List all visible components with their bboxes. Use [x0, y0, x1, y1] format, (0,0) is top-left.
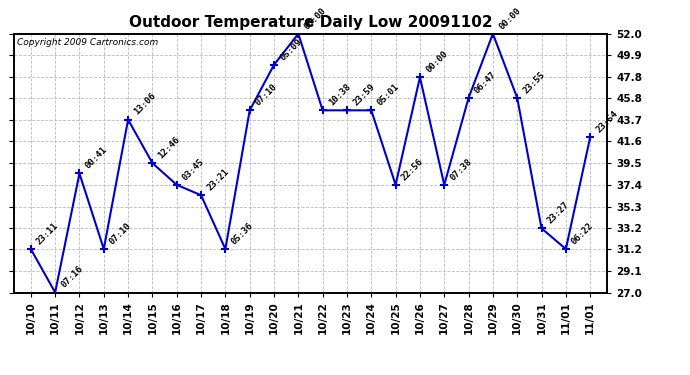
Text: 23:55: 23:55	[522, 70, 546, 95]
Text: 23:54: 23:54	[594, 109, 620, 135]
Text: 03:45: 03:45	[181, 157, 206, 182]
Text: 06:47: 06:47	[473, 70, 498, 95]
Text: 12:46: 12:46	[157, 135, 182, 160]
Text: 10:38: 10:38	[327, 82, 352, 108]
Text: 07:10: 07:10	[254, 82, 279, 108]
Title: Outdoor Temperature Daily Low 20091102: Outdoor Temperature Daily Low 20091102	[129, 15, 492, 30]
Text: 13:06: 13:06	[132, 92, 157, 117]
Text: 07:38: 07:38	[448, 157, 474, 182]
Text: 05:01: 05:01	[375, 82, 401, 108]
Text: Copyright 2009 Cartronics.com: Copyright 2009 Cartronics.com	[17, 38, 158, 46]
Text: 22:56: 22:56	[400, 157, 425, 182]
Text: 07:16: 07:16	[59, 264, 85, 290]
Text: 05:09: 05:09	[278, 37, 304, 62]
Text: 07:10: 07:10	[108, 221, 133, 246]
Text: 23:59: 23:59	[351, 82, 377, 108]
Text: 00:41: 00:41	[83, 146, 109, 171]
Text: 23:27: 23:27	[546, 200, 571, 225]
Text: 05:36: 05:36	[230, 221, 255, 246]
Text: 23:21: 23:21	[205, 167, 230, 192]
Text: 00:00: 00:00	[497, 6, 522, 31]
Text: 06:22: 06:22	[570, 221, 595, 246]
Text: 00:00: 00:00	[302, 6, 328, 31]
Text: 00:00: 00:00	[424, 49, 449, 75]
Text: 23:11: 23:11	[35, 221, 60, 246]
